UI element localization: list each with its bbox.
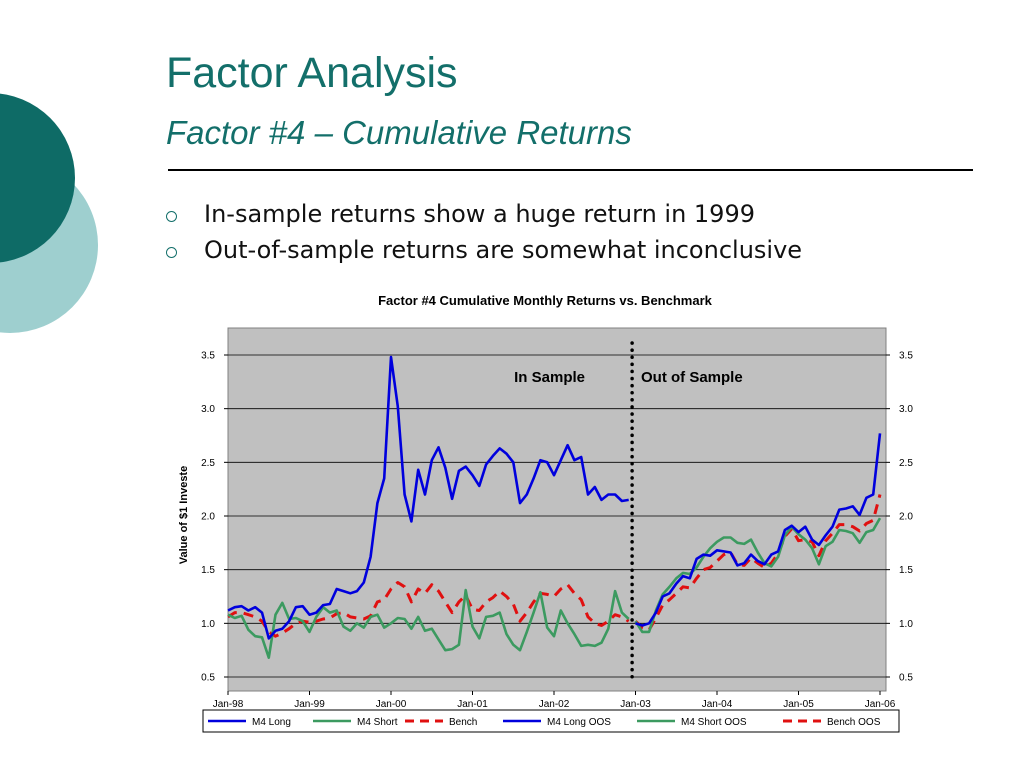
dark-teal-circle (0, 93, 75, 263)
decorative-circles (0, 93, 98, 333)
out-of-sample-label: Out of Sample (641, 369, 743, 386)
cumulative-returns-chart: Factor #4 Cumulative Monthly Returns vs.… (178, 293, 913, 733)
gridlines (228, 354, 886, 678)
y-tick-label: 3.5 (201, 351, 215, 362)
slide-subtitle: Factor #4 – Cumulative Returns (166, 114, 632, 151)
chart-title: Factor #4 Cumulative Monthly Returns vs.… (378, 293, 713, 308)
x-tick-label: Jan-02 (539, 699, 570, 710)
y-tick-label: 1.5 (201, 565, 215, 576)
series-line-m4-short-oos (634, 517, 882, 634)
circle-bullet-icon (166, 211, 177, 222)
y-axis-left: 0.5 1.0 1.5 2.0 2.5 3.0 3.5 (201, 351, 228, 684)
x-tick-label: Jan-00 (376, 699, 407, 710)
series-line-m4-short (227, 588, 630, 659)
y-axis-right: 0.5 1.0 1.5 2.0 2.5 3.0 3.5 (886, 351, 913, 684)
bullet-text: Out-of-sample returns are somewhat incon… (204, 236, 803, 264)
y-tick-label: 2.5 (899, 458, 913, 469)
legend-label: M4 Long (252, 717, 291, 728)
y-tick-label: 1.0 (201, 619, 215, 630)
series-line-bench (227, 581, 630, 638)
y-tick-label: 1.5 (899, 565, 913, 576)
bullet-text: In-sample returns show a huge return in … (204, 200, 755, 228)
series-line-bench-oos (634, 494, 882, 632)
slide-title: Factor Analysis (166, 49, 458, 97)
in-sample-label: In Sample (514, 369, 585, 386)
y-axis-label: Value of $1 Investe (178, 466, 190, 564)
title-divider (168, 169, 973, 171)
x-tick-label: Jan-98 (213, 699, 244, 710)
x-axis: Jan-98 Jan-99 Jan-00 Jan-01 Jan-02 Jan-03 Jan-… (213, 691, 896, 710)
y-tick-label: 1.0 (899, 619, 913, 630)
x-tick-label: Jan-06 (865, 699, 896, 710)
x-tick-label: Jan-99 (294, 699, 325, 710)
circle-bullet-icon (166, 247, 177, 258)
legend-label: M4 Short OOS (681, 717, 747, 728)
y-tick-label: 0.5 (899, 673, 913, 684)
y-tick-label: 2.0 (899, 512, 913, 523)
y-tick-label: 3.0 (899, 404, 913, 415)
y-tick-label: 2.5 (201, 458, 215, 469)
y-tick-label: 3.5 (899, 351, 913, 362)
plot-area (227, 327, 887, 692)
legend: M4 Long M4 Short Bench M4 Long OOS M4 Short … (208, 717, 881, 728)
legend-label: M4 Short (357, 717, 398, 728)
series-lines (227, 355, 882, 659)
series-line-m4-long (227, 355, 629, 640)
y-tick-label: 2.0 (201, 512, 215, 523)
legend-label: Bench OOS (827, 717, 881, 728)
x-tick-label: Jan-05 (783, 699, 814, 710)
y-tick-label: 0.5 (201, 673, 215, 684)
x-tick-label: Jan-01 (457, 699, 488, 710)
series-line-m4-long-oos (635, 433, 882, 627)
legend-label: Bench (449, 717, 477, 728)
x-tick-label: Jan-04 (702, 699, 733, 710)
x-tick-label: Jan-03 (620, 699, 651, 710)
legend-label: M4 Long OOS (547, 717, 611, 728)
legend-box (202, 709, 900, 733)
y-tick-label: 3.0 (201, 404, 215, 415)
